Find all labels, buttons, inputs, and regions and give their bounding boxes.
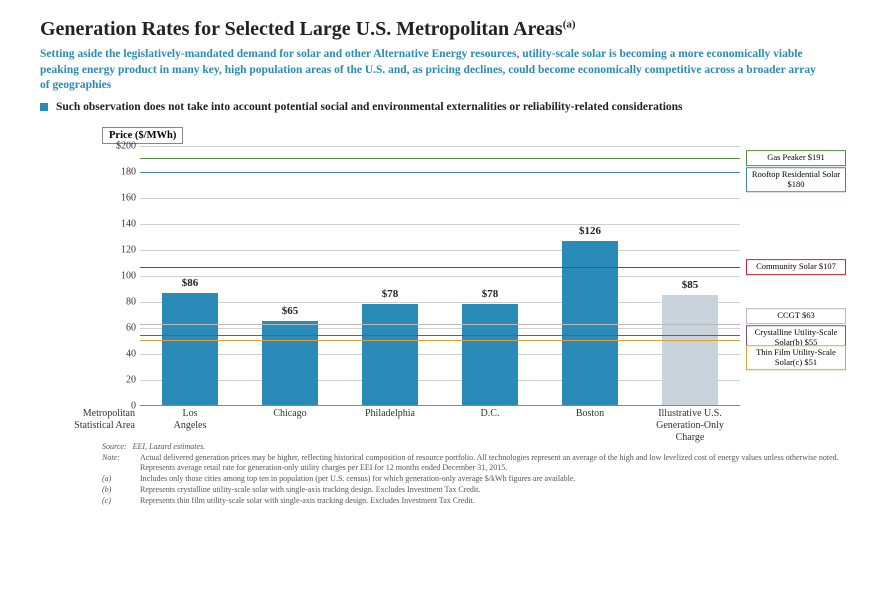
y-tick: 160: [106, 193, 136, 204]
reference-line: [140, 172, 740, 173]
grid-line: [140, 224, 740, 225]
y-tick: 80: [106, 297, 136, 308]
reference-line: [140, 158, 740, 159]
title-sup: (a): [563, 18, 576, 30]
reference-line: [140, 324, 740, 325]
grid-line: [140, 302, 740, 303]
bullet-text: Such observation does not take into acco…: [56, 100, 683, 116]
bar: $126: [562, 241, 618, 405]
y-tick: 60: [106, 323, 136, 334]
y-tick: 100: [106, 271, 136, 282]
bullet-row: Such observation does not take into acco…: [40, 100, 852, 116]
x-axis-title: MetropolitanStatistical Area: [40, 408, 135, 432]
reference-label: Community Solar $107: [746, 259, 846, 275]
footnote-text: Includes only those cities among top ten…: [140, 474, 852, 484]
footnotes: Source: EEI, Lazard estimates. Note: Act…: [102, 442, 852, 506]
bar: $85: [662, 295, 718, 406]
x-category: Boston: [540, 408, 640, 444]
reference-line: [140, 340, 740, 341]
y-tick: 120: [106, 245, 136, 256]
y-tick: 20: [106, 375, 136, 386]
bar-value: $78: [482, 288, 499, 300]
footnote-text: Represents thin film utility-scale solar…: [140, 496, 852, 506]
reference-line: [140, 267, 740, 268]
grid-line: [140, 276, 740, 277]
grid-line: [140, 328, 740, 329]
x-category: Chicago: [240, 408, 340, 444]
bullet-icon: [40, 103, 48, 111]
footnote-item: (b) Represents crystalline utility-scale …: [102, 485, 852, 495]
footnote-key: (a): [102, 474, 134, 484]
bar: $86: [162, 293, 218, 405]
bar: $78: [362, 304, 418, 405]
bar-value: $126: [579, 225, 601, 237]
reference-label: Thin Film Utility-Scale Solar(c) $51: [746, 345, 846, 371]
x-category: D.C.: [440, 408, 540, 444]
footnote-item: (c) Represents thin film utility-scale so…: [102, 496, 852, 506]
bar-chart: $86$65$78$78$126$85 02040608010012014016…: [40, 146, 840, 436]
note-label: Note:: [102, 453, 134, 473]
reference-label: Rooftop Residential Solar $180: [746, 167, 846, 193]
x-categories: LosAngelesChicagoPhiladelphiaD.C.BostonI…: [140, 408, 740, 444]
footnote-item: (a) Includes only those cities among top …: [102, 474, 852, 484]
bar: $65: [262, 321, 318, 406]
subtitle: Setting aside the legislatively-mandated…: [40, 47, 820, 94]
footnote-key: (b): [102, 485, 134, 495]
x-category: Philadelphia: [340, 408, 440, 444]
page-title: Generation Rates for Selected Large U.S.…: [40, 18, 852, 41]
y-tick: 40: [106, 349, 136, 360]
bar-value: $85: [682, 279, 699, 291]
bar-value: $65: [282, 305, 299, 317]
grid-line: [140, 354, 740, 355]
footnote-text: Represents crystalline utility-scale sol…: [140, 485, 852, 495]
bar: $78: [462, 304, 518, 405]
source-label: Source:: [102, 442, 127, 452]
y-tick: 140: [106, 219, 136, 230]
reference-label: Gas Peaker $191: [746, 150, 846, 166]
footnote-key: (c): [102, 496, 134, 506]
reference-line: [140, 335, 740, 336]
y-tick: 180: [106, 167, 136, 178]
grid-line: [140, 250, 740, 251]
x-category: LosAngeles: [140, 408, 240, 444]
note-text: Actual delivered generation prices may b…: [140, 453, 852, 473]
bar-value: $78: [382, 288, 399, 300]
plot-area: $86 $65 $78 $78 $126 $85: [140, 146, 740, 406]
x-category: Illustrative U.S.Generation-OnlyCharge: [640, 408, 740, 444]
reference-label: CCGT $63: [746, 308, 846, 324]
title-text: Generation Rates for Selected Large U.S.…: [40, 18, 563, 40]
y-tick: $200: [106, 141, 136, 152]
grid-line: [140, 146, 740, 147]
grid-line: [140, 198, 740, 199]
bar-value: $86: [182, 277, 199, 289]
grid-line: [140, 380, 740, 381]
